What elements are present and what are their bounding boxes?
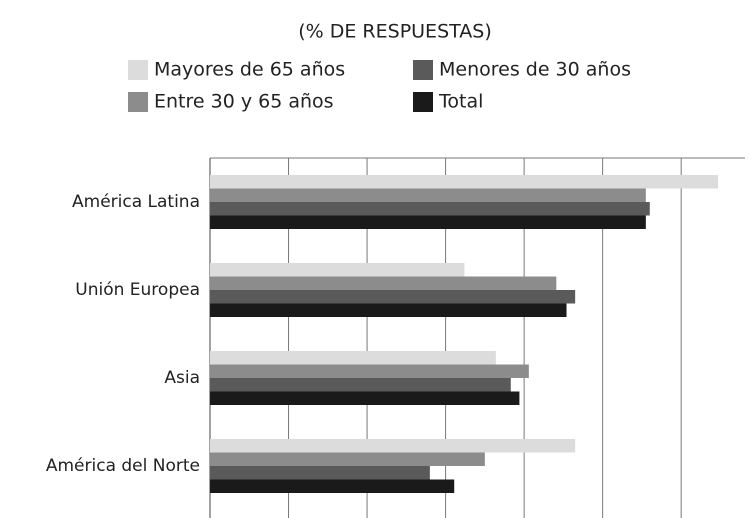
legend-label: Menores de 30 años (439, 59, 631, 81)
bar (210, 276, 557, 290)
legend-label: Entre 30 y 65 años (154, 91, 334, 113)
y-tick-label: Unión Europea (75, 280, 200, 300)
bar (210, 378, 511, 392)
legend-label: Total (438, 91, 483, 113)
bar (210, 188, 646, 202)
y-tick-label: Asia (164, 368, 200, 388)
legend-label: Mayores de 65 años (154, 59, 345, 81)
bar (210, 175, 719, 189)
bar (210, 479, 455, 493)
bar (210, 202, 650, 216)
legend-swatch (413, 92, 433, 112)
y-tick-label: América Latina (72, 192, 200, 212)
legend-swatch (128, 60, 148, 80)
bar (210, 263, 465, 277)
legend-swatch (128, 92, 148, 112)
bar (210, 290, 576, 304)
y-tick-label: América del Norte (46, 456, 200, 476)
bar (210, 303, 567, 317)
bar (210, 215, 646, 229)
bar (210, 391, 520, 405)
bar (210, 439, 576, 453)
bar (210, 364, 529, 378)
legend-swatch (413, 60, 433, 80)
chart-title: (% DE RESPUESTAS) (298, 21, 491, 43)
bar (210, 452, 485, 466)
bar (210, 466, 430, 480)
bar (210, 351, 496, 365)
